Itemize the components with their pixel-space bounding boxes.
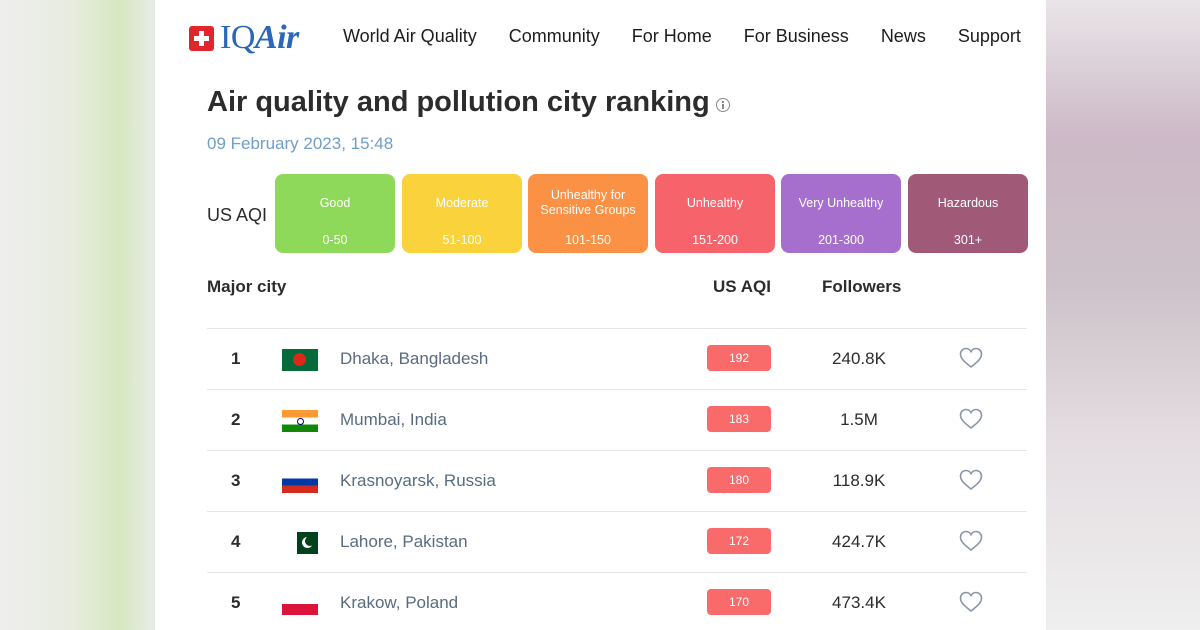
nav-for-business[interactable]: For Business bbox=[743, 26, 849, 46]
row-city-link[interactable]: Krasnoyarsk, Russia bbox=[340, 471, 496, 490]
aqi-level-range: 101-150 bbox=[565, 233, 611, 247]
column-header-city[interactable]: Major city bbox=[207, 277, 287, 296]
heart-icon[interactable] bbox=[959, 469, 983, 491]
row-city-link[interactable]: Mumbai, India bbox=[340, 410, 447, 429]
table-row[interactable]: 5 Krakow, Poland 170 473.4K bbox=[207, 572, 1027, 630]
nav-community[interactable]: Community bbox=[508, 26, 600, 46]
aqi-level-name: Moderate bbox=[435, 195, 489, 210]
aqi-level-good: Good 0-50 bbox=[275, 174, 395, 253]
page-title: Air quality and pollution city ranking bbox=[207, 86, 730, 119]
heart-icon[interactable] bbox=[959, 530, 983, 552]
row-aqi-badge: 183 bbox=[707, 406, 771, 432]
india-flag-icon bbox=[282, 410, 318, 432]
row-city-link[interactable]: Lahore, Pakistan bbox=[340, 532, 468, 551]
aqi-level-name: Unhealthy bbox=[686, 195, 744, 210]
nav-support[interactable]: Support bbox=[957, 26, 1021, 46]
logo-text-air: Air bbox=[254, 19, 299, 56]
aqi-level-range: 0-50 bbox=[322, 233, 348, 247]
background-right bbox=[1046, 0, 1200, 630]
aqi-level-moderate: Moderate 51-100 bbox=[402, 174, 522, 253]
aqi-level-name: Good bbox=[319, 195, 351, 210]
row-aqi-badge: 192 bbox=[707, 345, 771, 371]
aqi-level-very-unhealthy: Very Unhealthy 201-300 bbox=[781, 174, 901, 253]
main-nav: World Air Quality Community For Home For… bbox=[343, 26, 1021, 47]
column-header-aqi[interactable]: US AQI bbox=[713, 277, 771, 296]
row-followers: 118.9K bbox=[832, 471, 886, 490]
aqi-level-name: Unhealthy for Sensitive Groups bbox=[540, 188, 636, 217]
table-row[interactable]: 4 Lahore, Pakistan 172 424.7K bbox=[207, 511, 1027, 572]
russia-flag-icon bbox=[282, 471, 318, 493]
poland-flag-icon bbox=[282, 593, 318, 615]
bangladesh-flag-icon bbox=[282, 349, 318, 371]
row-aqi-badge: 170 bbox=[707, 589, 771, 615]
row-rank: 5 bbox=[231, 593, 241, 612]
logo-text: IQAir bbox=[220, 20, 299, 56]
page-card: IQAir World Air Quality Community For Ho… bbox=[155, 0, 1046, 630]
row-rank: 4 bbox=[231, 532, 241, 551]
nav-news[interactable]: News bbox=[880, 26, 926, 46]
table-row[interactable]: 3 Krasnoyarsk, Russia 180 118.9K bbox=[207, 450, 1027, 511]
row-rank: 2 bbox=[231, 410, 241, 429]
iqair-logo[interactable]: IQAir bbox=[189, 20, 299, 56]
heart-icon[interactable] bbox=[959, 408, 983, 430]
pakistan-flag-icon bbox=[290, 532, 318, 554]
column-header-followers[interactable]: Followers bbox=[822, 277, 902, 296]
row-followers: 424.7K bbox=[832, 532, 886, 551]
row-rank: 3 bbox=[231, 471, 241, 490]
aqi-level-name: Very Unhealthy bbox=[798, 195, 884, 210]
swiss-cross-icon bbox=[189, 25, 214, 51]
table-row[interactable]: 1 Dhaka, Bangladesh 192 240.8K bbox=[207, 328, 1027, 389]
info-icon[interactable] bbox=[715, 97, 730, 112]
ranking-date: 09 February 2023, 15:48 bbox=[207, 134, 394, 153]
row-city-link[interactable]: Dhaka, Bangladesh bbox=[340, 349, 489, 368]
page-title-text: Air quality and pollution city ranking bbox=[207, 86, 710, 118]
row-city-link[interactable]: Krakow, Poland bbox=[340, 593, 459, 612]
row-aqi-badge: 180 bbox=[707, 467, 771, 493]
row-followers: 240.8K bbox=[832, 349, 886, 368]
logo-text-iq: IQ bbox=[220, 19, 255, 56]
heart-icon[interactable] bbox=[959, 591, 983, 613]
aqi-level-name: Hazardous bbox=[937, 195, 999, 210]
nav-world-air-quality[interactable]: World Air Quality bbox=[343, 26, 477, 46]
city-ranking-table: 1 Dhaka, Bangladesh 192 240.8K 2 Mumbai,… bbox=[207, 328, 1027, 630]
heart-icon[interactable] bbox=[959, 347, 983, 369]
aqi-level-unhealthy: Unhealthy 151-200 bbox=[655, 174, 775, 253]
nav-for-home[interactable]: For Home bbox=[631, 26, 712, 46]
aqi-level-range: 151-200 bbox=[692, 233, 738, 247]
row-aqi-badge: 172 bbox=[707, 528, 771, 554]
aqi-level-range: 51-100 bbox=[442, 233, 482, 247]
row-rank: 1 bbox=[231, 349, 241, 368]
aqi-level-range: 301+ bbox=[953, 233, 983, 247]
aqi-level-hazardous: Hazardous 301+ bbox=[908, 174, 1028, 253]
aqi-legend-label: US AQI bbox=[207, 205, 268, 225]
row-followers: 473.4K bbox=[832, 593, 886, 612]
table-row[interactable]: 2 Mumbai, India 183 1.5M bbox=[207, 389, 1027, 450]
row-followers: 1.5M bbox=[840, 410, 878, 429]
aqi-level-range: 201-300 bbox=[818, 233, 864, 247]
aqi-level-unhealthy-sensitive: Unhealthy for Sensitive Groups 101-150 bbox=[528, 174, 648, 253]
